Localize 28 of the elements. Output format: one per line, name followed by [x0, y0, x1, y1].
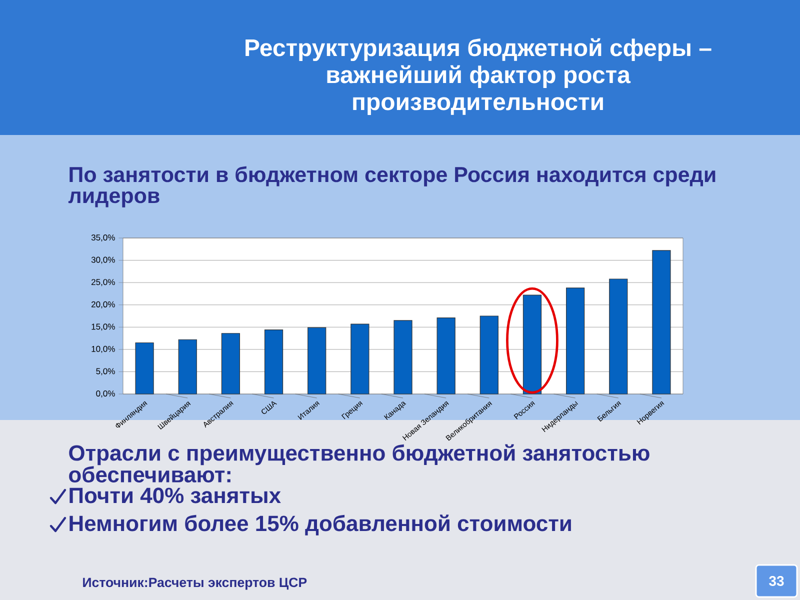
- y-tick-label: 5,0%: [96, 368, 115, 376]
- y-tick-label: 0,0%: [96, 390, 115, 398]
- bar: [135, 342, 154, 394]
- bar: [350, 324, 370, 394]
- bar: [566, 288, 585, 394]
- text: Источник:Расчеты экспертов ЦСР: [83, 578, 307, 590]
- y-tick-label: 30,0%: [91, 256, 115, 264]
- y-tick-label: 20,0%: [92, 301, 115, 308]
- bar: [652, 250, 671, 394]
- bar: [609, 278, 628, 394]
- bar: [308, 327, 326, 394]
- bar: [394, 320, 412, 394]
- bar: [264, 330, 284, 394]
- text: Немногим более 15% добавленной стоимости: [70, 514, 571, 536]
- bar: [436, 317, 456, 394]
- chart-subtitle: По занятости в бюджетном секторе Россия находится среди лидеров: [68, 166, 716, 208]
- bar: [178, 339, 197, 394]
- y-tick-label: 25,0%: [92, 279, 115, 286]
- text: Отрасли с преимущественно бюджетной занятостью обеспечивают:: [69, 444, 650, 482]
- text: Почти 40% занятых: [70, 488, 281, 504]
- bar: [522, 294, 542, 394]
- y-tick-label: 35,0%: [91, 234, 115, 242]
- text: 33: [769, 576, 784, 586]
- bar: [480, 316, 498, 394]
- y-tick-label: 10,0%: [92, 346, 115, 353]
- y-tick-label: 15,0%: [92, 324, 115, 331]
- bar: [221, 333, 240, 394]
- chart-title: Реструктуризация бюджетной сферы – важнейший фактор роста производительности: [246, 38, 712, 116]
